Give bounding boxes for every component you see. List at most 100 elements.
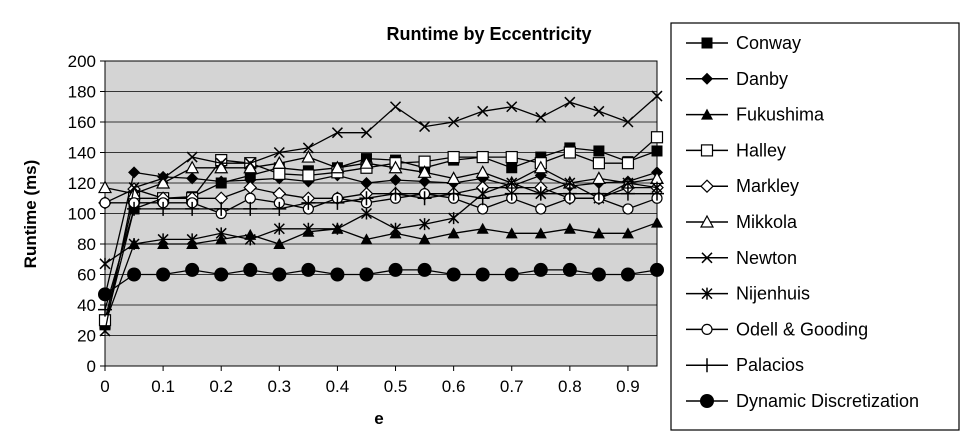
data-point-dynamic-discretization (214, 267, 229, 282)
data-point-mikkola (359, 155, 374, 169)
data-point-newton (593, 105, 605, 117)
legend-item-nijenhuis: Nijenhuis (686, 284, 810, 304)
legend-item-danby: Danby (686, 69, 788, 89)
series-line-newton (104, 95, 658, 332)
data-point-danby (389, 173, 402, 186)
data-point-dynamic-discretization (650, 262, 664, 277)
legend-item-markley: Markley (686, 176, 799, 196)
legend-box (670, 22, 960, 431)
y-tick-label: 120 (68, 174, 96, 193)
legend-label: Markley (736, 176, 799, 196)
data-point-nijenhuis (419, 218, 431, 231)
legend: Conway Danby Fukushima Halley Markley Mikkola… (686, 33, 919, 411)
data-point-conway (593, 145, 605, 157)
legend-item-halley: Halley (686, 140, 786, 160)
x-tick-label: 0.8 (558, 377, 582, 396)
legend-label: Danby (736, 69, 788, 89)
data-point-halley (273, 167, 286, 180)
legend-marker (701, 287, 713, 300)
data-point-newton (651, 90, 663, 102)
data-point-mikkola (417, 165, 432, 178)
data-point-mikkola (185, 160, 200, 174)
data-point-mikkola (97, 180, 113, 194)
legend-marker (701, 108, 713, 120)
data-point-mikkola (301, 149, 316, 163)
data-point-dynamic-discretization (475, 267, 490, 282)
x-tick-label: 0.1 (151, 377, 175, 396)
data-point-newton (215, 157, 227, 169)
data-point-odell-gooding (244, 192, 256, 204)
data-point-nijenhuis (389, 222, 402, 235)
legend-marker (699, 214, 715, 228)
data-point-fukushima (418, 233, 431, 245)
data-point-mikkola (243, 160, 258, 174)
legend-marker (700, 394, 714, 408)
data-point-newton (331, 127, 343, 139)
data-point-nijenhuis (331, 222, 343, 235)
data-point-halley (563, 146, 576, 159)
chart-title: Runtime by Eccentricity (386, 24, 591, 44)
y-tick-label: 160 (68, 113, 96, 132)
data-point-nijenhuis (244, 233, 256, 246)
data-point-mikkola (533, 160, 548, 174)
data-point-conway (506, 162, 518, 174)
x-tick-label: 0.7 (500, 377, 524, 396)
legend-item-newton: Newton (686, 248, 797, 268)
legend-item-odell-gooding: Odell & Gooding (686, 319, 868, 339)
data-point-palacios (301, 195, 316, 210)
data-point-dynamic-discretization (591, 267, 606, 282)
x-axis-title: e (374, 409, 383, 428)
series-group (97, 90, 665, 337)
data-point-newton (419, 121, 431, 133)
legend-label: Odell & Gooding (736, 319, 868, 339)
data-point-danby (418, 175, 431, 188)
data-point-conway (535, 151, 547, 163)
data-point-danby (186, 172, 199, 185)
data-point-mikkola (388, 160, 403, 174)
data-point-danby (215, 175, 228, 188)
data-point-mikkola (272, 155, 287, 169)
data-point-newton (622, 116, 634, 128)
data-point-dynamic-discretization (620, 267, 635, 282)
data-point-dynamic-discretization (127, 267, 142, 282)
data-point-danby (128, 166, 141, 179)
data-point-newton (535, 111, 547, 123)
data-point-dynamic-discretization (185, 262, 200, 277)
data-point-mikkola (446, 171, 461, 185)
legend-label: Fukushima (736, 105, 825, 125)
legend-item-dynamic-discretization: Dynamic Discretization (686, 391, 919, 411)
data-point-newton (389, 101, 402, 113)
x-tick-label: 0.4 (326, 377, 350, 396)
data-point-fukushima (447, 227, 460, 239)
data-point-palacios (272, 201, 287, 216)
data-point-palacios (388, 186, 403, 201)
data-point-palacios (591, 186, 606, 201)
data-point-nijenhuis (215, 227, 227, 240)
legend-item-mikkola: Mikkola (686, 212, 798, 232)
legend-label: Halley (736, 140, 786, 160)
data-point-fukushima (592, 227, 605, 239)
legend-marker (701, 72, 713, 85)
legend-label: Mikkola (736, 212, 798, 232)
data-point-newton (448, 116, 460, 128)
data-point-newton (506, 101, 518, 113)
y-tick-label: 200 (68, 52, 96, 71)
data-point-palacios (214, 201, 229, 216)
data-point-dynamic-discretization (533, 262, 548, 277)
y-tick-label: 140 (68, 144, 96, 163)
y-tick-label: 0 (87, 357, 96, 376)
data-point-newton (186, 151, 198, 163)
data-point-palacios (446, 186, 461, 201)
legend-marker (701, 37, 713, 49)
data-point-dynamic-discretization (359, 267, 374, 282)
data-point-halley (476, 150, 489, 164)
legend-marker (701, 252, 713, 264)
data-point-dynamic-discretization (272, 267, 287, 282)
data-point-halley (650, 131, 664, 144)
data-point-newton (157, 172, 169, 184)
legend-label: Nijenhuis (736, 284, 810, 304)
data-point-palacios (650, 186, 664, 201)
y-axis-title: Runtime (ms) (21, 160, 40, 269)
